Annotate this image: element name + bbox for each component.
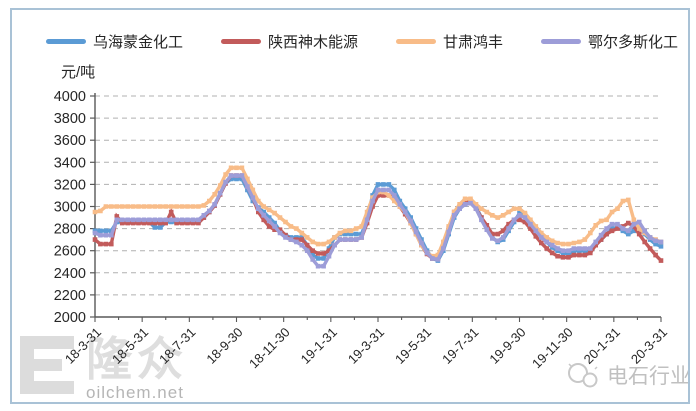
oilchem-logo-text: 隆众 [86,333,188,385]
x-axis-tick-label: 19-5-31 [392,325,434,367]
legend-marker-icon [396,39,437,44]
wechat-account-watermark: 电石行业 [566,360,691,390]
legend-item-3: 鄂尔多斯化工 [541,31,678,52]
legend-marker-icon [46,39,86,44]
series-markers-2 [92,165,664,259]
x-axis-tick-label: 20-1-31 [581,325,623,367]
legend-marker-icon [221,39,262,44]
x-axis-tick-label: 18-5-31 [109,325,151,367]
x-axis-tick-label: 18-9-30 [203,325,245,367]
legend-item-2: 甘肃鸿丰 [396,31,503,52]
legend-label: 陕西神木能源 [268,34,359,51]
y-axis-tick-label: 2400 [54,266,86,282]
y-axis-tick-label: 2800 [54,222,86,238]
x-axis-tick-label: 19-7-31 [439,325,481,367]
y-axis-tick-label: 3400 [54,155,86,171]
legend-label: 甘肃鸿丰 [443,34,504,51]
wechat-account-icon [568,363,598,388]
y-axis-tick-label: 3800 [54,111,86,127]
y-axis-tick-label: 2000 [54,310,86,326]
oilchem-domain-text: oilchem.net [86,383,184,402]
legend-marker-icon [541,39,582,44]
legend: 乌海蒙金化工 陕西神木能源 甘肃鸿丰 鄂尔多斯化工 [46,31,678,52]
legend-label: 鄂尔多斯化工 [588,34,679,51]
x-axis-tick-label: 20-3-31 [628,325,670,367]
y-axis-tick-label: 3600 [54,133,86,149]
y-axis-unit-label: 元/吨 [61,64,96,81]
y-axis-tick-label: 3000 [54,200,86,216]
oilchem-watermark: 隆众 oilchem.net [20,336,188,403]
x-axis-tick-label: 18-11-30 [246,325,293,372]
x-axis-tick-label: 19-3-31 [345,325,387,367]
legend-label: 乌海蒙金化工 [93,34,184,51]
x-axis-tick-label: 19-9-30 [486,325,528,367]
oilchem-logo-icon [20,336,74,394]
y-axis-tick-label: 3200 [54,177,86,193]
x-axis-tick-label: 18-7-31 [156,325,198,367]
x-axis-tick-label: 18-3-31 [62,325,104,367]
legend-item-0: 乌海蒙金化工 [46,31,183,52]
x-axis-tick-label: 19-11-30 [529,325,576,372]
wechat-account-name: 电石行业 [607,365,691,388]
y-axis-tick-label: 2600 [54,244,86,260]
x-axis-tick-label: 19-1-31 [298,325,340,367]
legend-item-1: 陕西神木能源 [221,31,358,52]
y-axis-tick-label: 4000 [54,89,86,105]
y-axis-tick-label: 2200 [54,288,86,304]
